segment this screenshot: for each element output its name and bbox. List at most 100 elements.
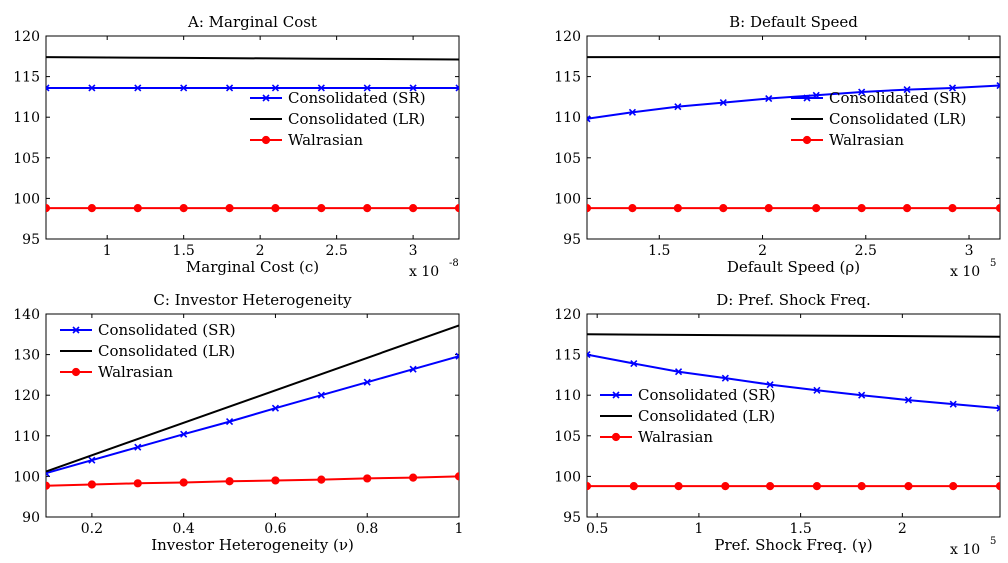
data-point — [673, 204, 682, 213]
data-point — [995, 204, 1000, 213]
x-tick-label: 0.2 — [81, 521, 103, 537]
data-point — [317, 204, 326, 213]
data-point — [721, 482, 730, 491]
series-group — [46, 56, 459, 213]
legend-marker — [803, 94, 811, 102]
series-group — [587, 56, 1000, 213]
data-point — [134, 443, 142, 451]
data-point — [87, 480, 96, 489]
data-point — [88, 84, 96, 92]
data-point — [46, 84, 50, 92]
y-tick-label: 120 — [554, 307, 581, 323]
x-axis-label: Marginal Cost (c) — [186, 258, 319, 276]
data-point — [813, 386, 821, 394]
y-tick-label: 110 — [554, 110, 581, 126]
data-point — [904, 396, 913, 404]
data-point — [948, 204, 957, 213]
data-point — [719, 99, 727, 107]
x-axis-multiplier-exponent: 5 — [990, 258, 996, 269]
x-tick-label: 0.4 — [173, 521, 195, 537]
data-point — [409, 473, 418, 482]
data-point — [858, 391, 866, 399]
data-point — [225, 84, 234, 92]
y-tick-label: 95 — [22, 232, 40, 248]
x-axis-label: Pref. Shock Freq. (γ) — [714, 536, 872, 554]
data-point — [949, 482, 958, 491]
y-tick-label: 110 — [13, 429, 40, 445]
data-point — [721, 374, 729, 382]
x-axis-multiplier-exponent: 5 — [990, 536, 996, 547]
data-point — [812, 204, 821, 213]
chart-title: C: Investor Heterogeneity — [153, 291, 352, 309]
series-line-1 — [46, 355, 459, 475]
x-axis-label: Default Speed (ρ) — [727, 258, 860, 276]
data-point — [179, 204, 188, 213]
legend-marker — [802, 135, 812, 145]
legend: Consolidated (SR) Consolidated (LR) Walras… — [791, 89, 967, 149]
data-point — [455, 352, 459, 360]
data-point — [587, 482, 592, 491]
series-line-3 — [46, 475, 459, 487]
y-tick-label: 130 — [13, 348, 40, 364]
data-point — [271, 204, 280, 213]
legend-label: Walrasian — [98, 363, 173, 381]
data-point — [587, 115, 591, 123]
y-tick-label: 115 — [554, 70, 581, 86]
data-point — [46, 204, 51, 213]
plot-area — [586, 35, 1001, 240]
data-point — [363, 474, 372, 483]
y-tick-label: 105 — [554, 429, 581, 445]
legend-marker — [612, 391, 620, 399]
chart-title: A: Marginal Cost — [187, 13, 317, 31]
y-tick-label: 140 — [13, 307, 40, 323]
data-point — [587, 351, 591, 359]
data-point — [409, 204, 418, 213]
x-tick-label: 0.8 — [356, 521, 378, 537]
plot-area — [45, 35, 460, 240]
data-point — [857, 204, 866, 213]
data-point — [904, 482, 913, 491]
x-tick-label: 1 — [694, 521, 703, 537]
data-point — [271, 476, 280, 485]
legend-label: Consolidated (LR) — [288, 110, 425, 128]
data-point — [363, 378, 371, 386]
legend-marker — [72, 326, 80, 334]
series-line-2 — [587, 333, 1000, 338]
legend-label: Consolidated (LR) — [98, 342, 235, 360]
data-point — [179, 478, 188, 487]
data-point — [454, 472, 459, 481]
x-axis-multiplier: x 10 — [950, 264, 980, 280]
y-tick-label: 110 — [554, 388, 581, 404]
x-tick-label: 2.5 — [325, 243, 347, 259]
chart-title: B: Default Speed — [729, 13, 858, 31]
x-axis-multiplier: x 10 — [950, 542, 980, 558]
x-tick-label: 2 — [758, 243, 767, 259]
data-point — [317, 475, 326, 484]
data-point — [409, 84, 417, 92]
data-point — [628, 108, 636, 116]
x-tick-label: 1 — [455, 521, 464, 537]
x-tick-label: 0.5 — [586, 521, 608, 537]
series-group — [46, 324, 459, 490]
y-tick-label: 120 — [554, 29, 581, 45]
data-point — [363, 84, 371, 92]
x-tick-label: 0.6 — [264, 521, 286, 537]
chart-panel-2: B: Default Speed 1.5 2 2.5 3 95 100 105 110 115 12… — [554, 13, 1001, 280]
plot-area — [586, 313, 1001, 518]
legend-marker — [261, 135, 271, 145]
chart-title: D: Pref. Shock Freq. — [716, 291, 871, 309]
data-point — [271, 404, 280, 412]
legend-label: Consolidated (SR) — [288, 89, 426, 107]
data-point — [766, 482, 775, 491]
y-tick-label: 100 — [554, 469, 581, 485]
x-tick-label: 1.5 — [789, 521, 811, 537]
x-tick-label: 1 — [103, 243, 112, 259]
x-tick-label: 2.5 — [855, 243, 877, 259]
y-tick-label: 105 — [13, 151, 40, 167]
legend-label: Walrasian — [288, 131, 363, 149]
data-point — [225, 418, 234, 426]
legend-marker — [262, 94, 270, 102]
legend-label: Consolidated (LR) — [638, 407, 775, 425]
y-tick-label: 100 — [554, 191, 581, 207]
